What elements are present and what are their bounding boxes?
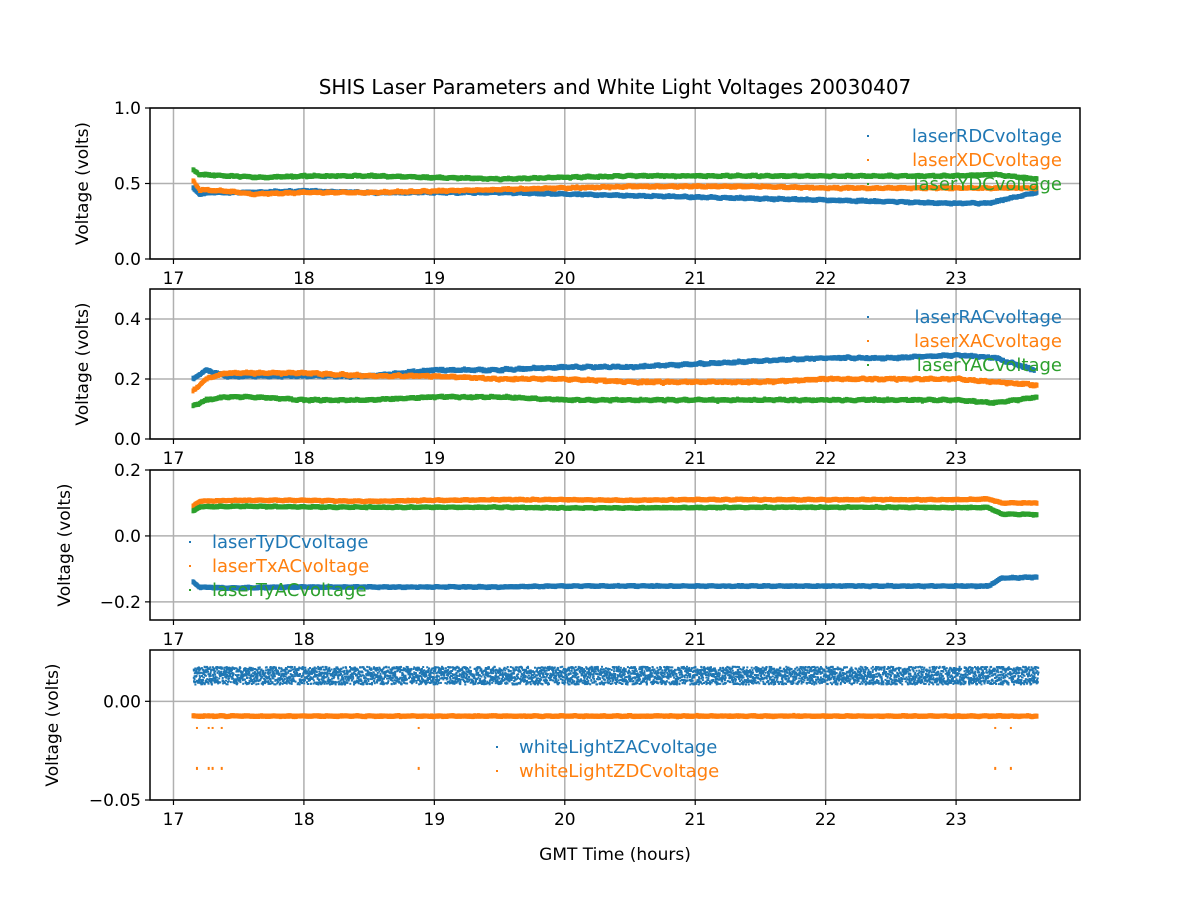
series-laserYACvoltage (191, 393, 1039, 409)
data-point (1035, 382, 1039, 388)
legend-marker (867, 159, 869, 161)
legend-label: laserRDCvoltage (912, 126, 1062, 147)
panels: 17 18 19 20 21 22 23 0.0 0.5 1.0 Voltage (volts) la… (43, 99, 1081, 830)
legend: laserRDCvoltage laserXDCvoltage laserYDCvo… (867, 126, 1062, 195)
series-laserXDCvoltage (191, 178, 1039, 198)
legend-marker (867, 135, 869, 137)
panel-1: 17 18 19 20 21 22 23 0.0 0.5 1.0 Voltage (volts) la… (73, 99, 1081, 289)
y-axis-label: Voltage (volts) (73, 122, 93, 245)
series-laserXACvoltage (191, 369, 1039, 394)
x-tick-label: 22 (815, 269, 837, 289)
plot-area (191, 167, 1039, 207)
data-point (1035, 189, 1039, 195)
y-tick-label: 1.0 (114, 99, 141, 119)
x-tick-label: 21 (684, 269, 706, 289)
series-laserRACvoltage (191, 352, 1036, 382)
x-tick-label: 17 (163, 269, 185, 289)
x-tick-label: 18 (293, 269, 315, 289)
data-point (1032, 367, 1036, 373)
series-laserYDCvoltage (191, 167, 1039, 183)
plot-area (191, 352, 1039, 409)
y-tick-label: 0.0 (114, 250, 141, 270)
legend-label: laserXDCvoltage (912, 150, 1062, 171)
chart-title: SHIS Laser Parameters and White Light Vo… (319, 75, 912, 99)
x-tick-label: 23 (945, 269, 967, 289)
data-point (1035, 176, 1039, 182)
legend-marker (867, 183, 869, 185)
legend-label: laserYDCvoltage (913, 174, 1062, 195)
x-axis-label: GMT Time (hours) (539, 845, 691, 865)
data-point (1035, 185, 1039, 191)
y-tick-label: 0.5 (114, 175, 141, 195)
x-tick-label: 19 (424, 269, 446, 289)
x-tick-label: 20 (554, 269, 576, 289)
